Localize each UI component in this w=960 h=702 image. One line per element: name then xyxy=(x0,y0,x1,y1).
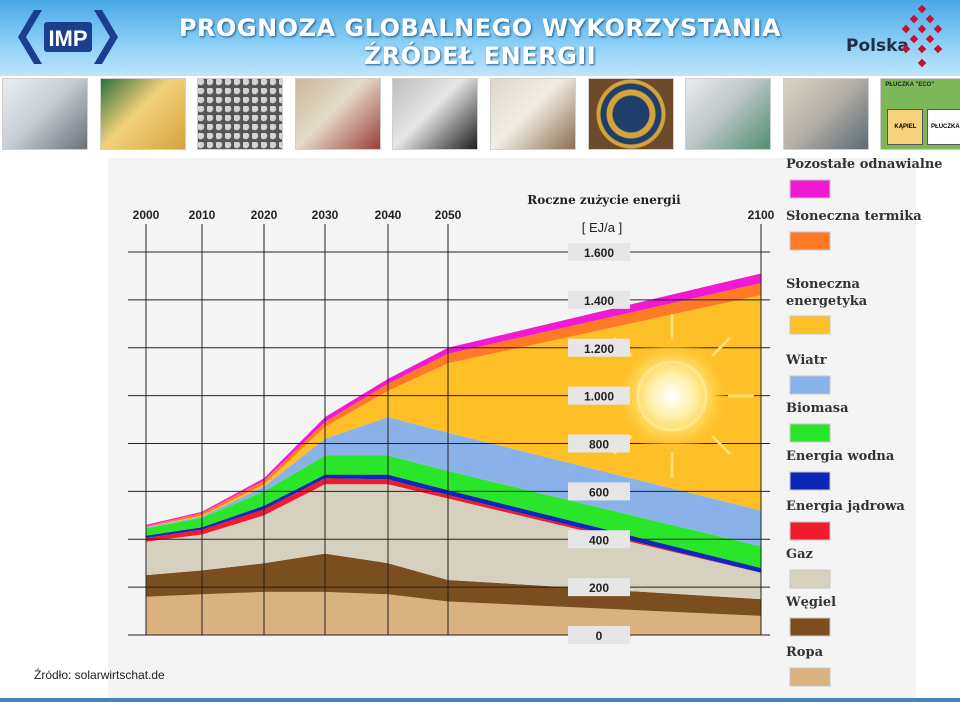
y-tick-label: 1.000 xyxy=(584,390,614,404)
x-tick-label: 2030 xyxy=(312,208,339,222)
y-tick-label: 0 xyxy=(596,629,603,643)
x-tick-label: 2040 xyxy=(375,208,402,222)
legend-label: Słoneczna xyxy=(786,277,861,292)
legend-label: Biomasa xyxy=(786,401,849,416)
legend-label: Węgiel xyxy=(785,595,836,610)
area-słoneczna-termika xyxy=(146,283,761,528)
y-tick-label: 800 xyxy=(589,438,609,452)
page-title: PROGNOZA GLOBALNEGO WYKORZYSTANIA ŹRÓDEŁ… xyxy=(150,14,810,70)
y-tick-box xyxy=(568,626,630,644)
area-energia-wodna xyxy=(146,474,761,573)
y-tick-label: 200 xyxy=(589,581,609,595)
legend-label: Wiatr xyxy=(785,353,827,368)
logo-text: IMP xyxy=(48,26,87,51)
legend-swatch xyxy=(789,521,831,541)
computer-workstation-photo xyxy=(782,78,869,150)
legend-label: Słoneczna termika xyxy=(786,209,922,224)
area-gaz xyxy=(146,484,761,600)
area-węgiel xyxy=(146,553,761,616)
legend-swatch xyxy=(789,667,831,687)
y-tick-label: 600 xyxy=(589,485,609,499)
legend-label: Energia jądrowa xyxy=(786,499,905,514)
legend-label: Pozostałe odnawialne xyxy=(786,157,943,172)
title-line-1: PROGNOZA GLOBALNEGO WYKORZYSTANIA xyxy=(178,14,782,42)
x-tick-label: 2020 xyxy=(251,208,278,222)
legend-swatch xyxy=(789,315,831,335)
chart-title: Roczne zużycie energii xyxy=(527,193,681,207)
laboratory-instrument-photo xyxy=(685,78,772,150)
x-tick-label: 2000 xyxy=(133,208,160,222)
legend-label: Energia wodna xyxy=(786,449,895,464)
y-tick-box xyxy=(568,243,630,261)
chemistry-lab-photo xyxy=(490,78,576,150)
y-tick-box xyxy=(568,530,630,549)
footer-bar xyxy=(0,698,960,702)
x-tick-labels: 2000 2010 2020 2030 2040 2050 2100 xyxy=(133,208,775,222)
y-tick-box xyxy=(568,434,630,453)
y-tick-box xyxy=(568,482,630,501)
x-tick-label: 2010 xyxy=(189,208,216,222)
country-label: Polska xyxy=(846,36,909,56)
imp-logo-icon: IMP xyxy=(18,10,118,64)
legend-swatch xyxy=(789,471,831,491)
diagram-rinse: PŁUCZKA xyxy=(927,109,960,145)
legend-label: energetyka xyxy=(786,294,868,309)
y-tick-box xyxy=(568,290,630,309)
sun-icon xyxy=(590,314,754,478)
diagram-title: PŁUCZKA "ECO" xyxy=(885,82,935,88)
legend-swatch xyxy=(789,179,831,199)
area-ropa xyxy=(146,591,761,635)
y-axis-label: [ EJ/a ] xyxy=(582,220,622,235)
y-tick-label: 400 xyxy=(589,533,609,547)
source-caption: Źródło: solarwirtschat.de xyxy=(34,668,165,682)
polska-emblem-icon xyxy=(901,4,943,68)
electroplating-scheme-diagram: PŁUCZKA "ECO" KĄPIEL PŁUCZKA xyxy=(880,78,960,150)
brass-parts-photo xyxy=(99,78,186,150)
area-energia-jądrowa xyxy=(146,478,761,573)
y-tick-box xyxy=(568,386,630,405)
legend-swatch xyxy=(789,617,831,637)
legend-swatch xyxy=(789,423,831,443)
metal-pellets-photo xyxy=(197,78,284,150)
diagram-bath: KĄPIEL xyxy=(887,109,924,145)
y-tick-label: 1.400 xyxy=(584,294,614,308)
legend-label: Ropa xyxy=(786,645,824,660)
title-line-2: ŹRÓDEŁ ENERGII xyxy=(363,42,597,70)
photo-strip: PŁUCZKA "ECO" KĄPIEL PŁUCZKA xyxy=(0,78,960,150)
chart-legend: Pozostałe odnawialne Słoneczna termika Sło… xyxy=(785,157,943,687)
area-biomasa xyxy=(146,455,761,568)
microstructure-photo xyxy=(392,78,479,150)
astronomical-clock-photo xyxy=(587,78,674,150)
legend-swatch xyxy=(789,569,831,589)
lab-equipment-photo xyxy=(2,78,88,150)
y-tick-labels: 1.600 1.400 1.200 1.000 800 600 400 200 0 xyxy=(568,243,630,644)
legend-label: Gaz xyxy=(786,547,813,562)
x-tick-label: 2100 xyxy=(748,208,775,222)
legend-swatch xyxy=(789,375,831,395)
y-tick-label: 1.200 xyxy=(584,342,614,356)
y-tick-box xyxy=(568,578,630,597)
coating-samples-photo xyxy=(294,78,381,150)
slide-header: IMP PROGNOZA GLOBALNEGO WYKORZYSTANIA ŹR… xyxy=(0,0,960,76)
legend-swatch xyxy=(789,231,831,251)
y-tick-label: 1.600 xyxy=(584,246,614,260)
y-tick-box xyxy=(568,338,630,357)
x-tick-label: 2050 xyxy=(435,208,462,222)
